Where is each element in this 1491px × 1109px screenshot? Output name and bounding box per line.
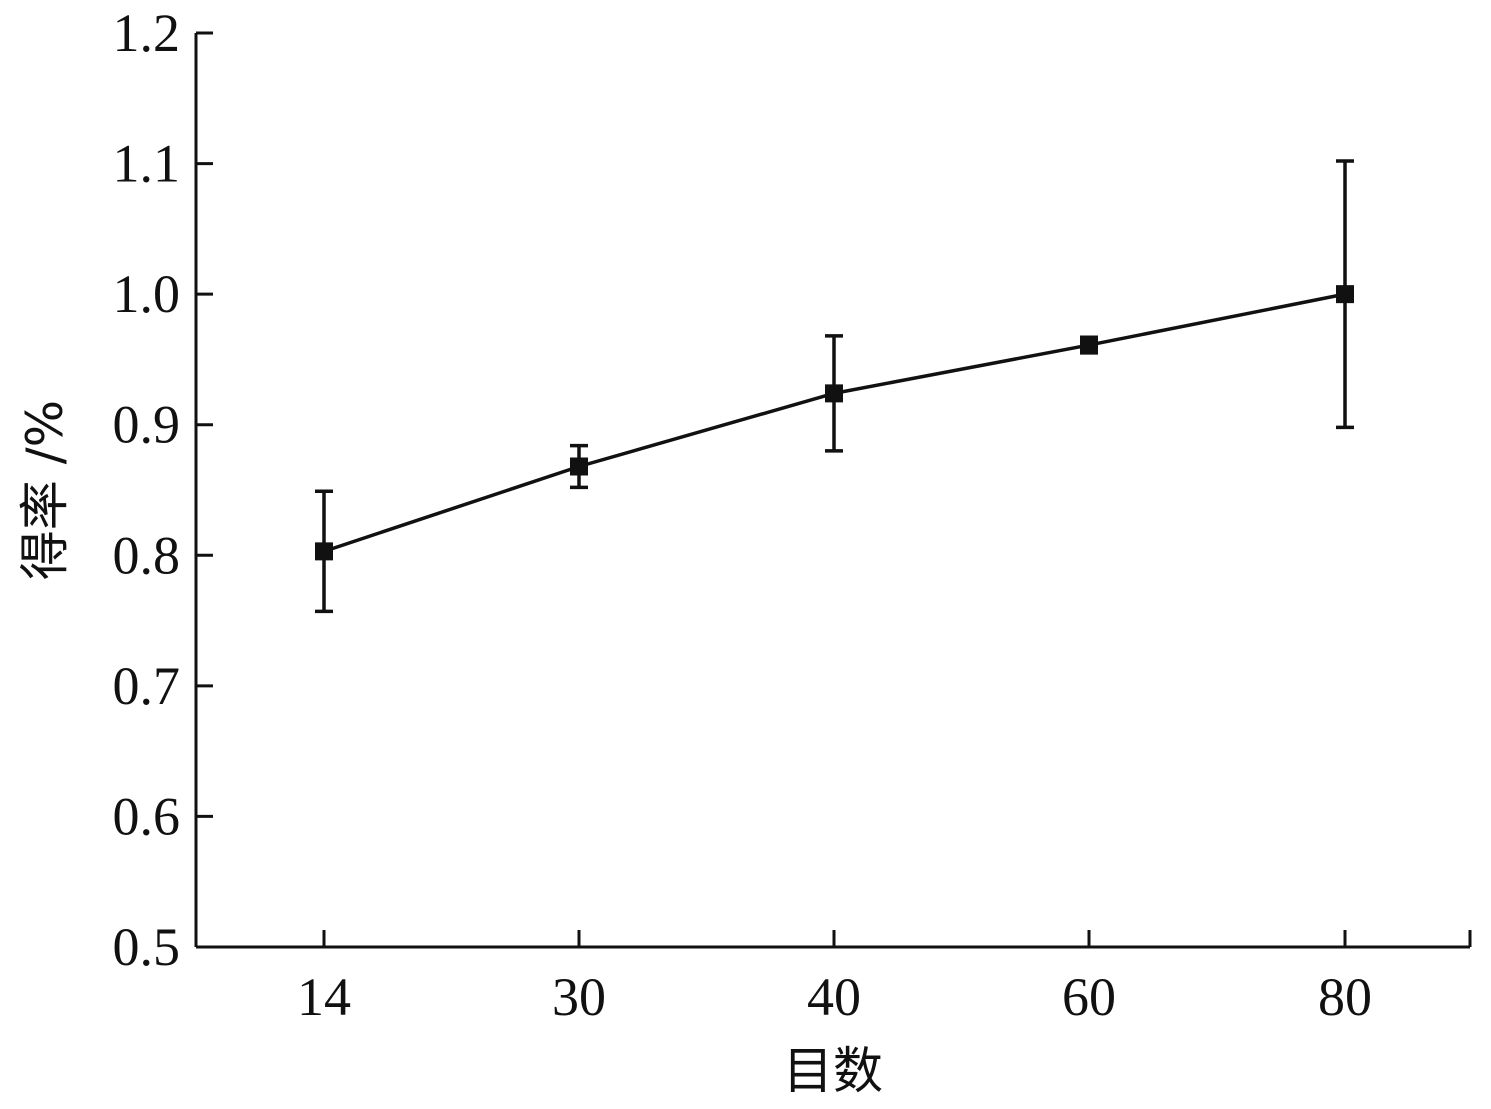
y-tick-label: 1.0 [113, 264, 181, 324]
data-point-marker [1336, 285, 1354, 304]
x-tick-label: 14 [297, 967, 351, 1027]
data-point-marker [1080, 336, 1098, 355]
x-tick-label: 60 [1062, 967, 1116, 1027]
y-tick-label: 0.6 [113, 786, 181, 846]
data-point-marker [825, 384, 843, 403]
y-tick-label: 1.2 [113, 3, 181, 63]
y-tick-label: 1.1 [113, 134, 181, 194]
y-tick-label: 0.7 [113, 656, 181, 716]
data-point-marker [570, 457, 588, 476]
series-group [315, 159, 1354, 614]
y-tick-label: 0.8 [113, 525, 181, 585]
y-tick-label: 0.9 [113, 395, 181, 455]
x-tick-label: 30 [552, 967, 606, 1027]
y-ticks: 0.5 0.6 0.7 0.8 0.9 1.0 1.1 1.2 [113, 3, 213, 977]
x-tick-label: 80 [1318, 967, 1372, 1027]
x-axis-title: 目数 [783, 1042, 883, 1100]
data-point-marker [315, 542, 333, 561]
y-tick-label: 0.5 [113, 917, 181, 977]
y-axis-title: 得率 /% [16, 400, 74, 580]
x-tick-label: 40 [807, 967, 861, 1027]
axes [194, 33, 1472, 949]
x-ticks: 14 30 40 60 80 [297, 930, 1372, 1027]
